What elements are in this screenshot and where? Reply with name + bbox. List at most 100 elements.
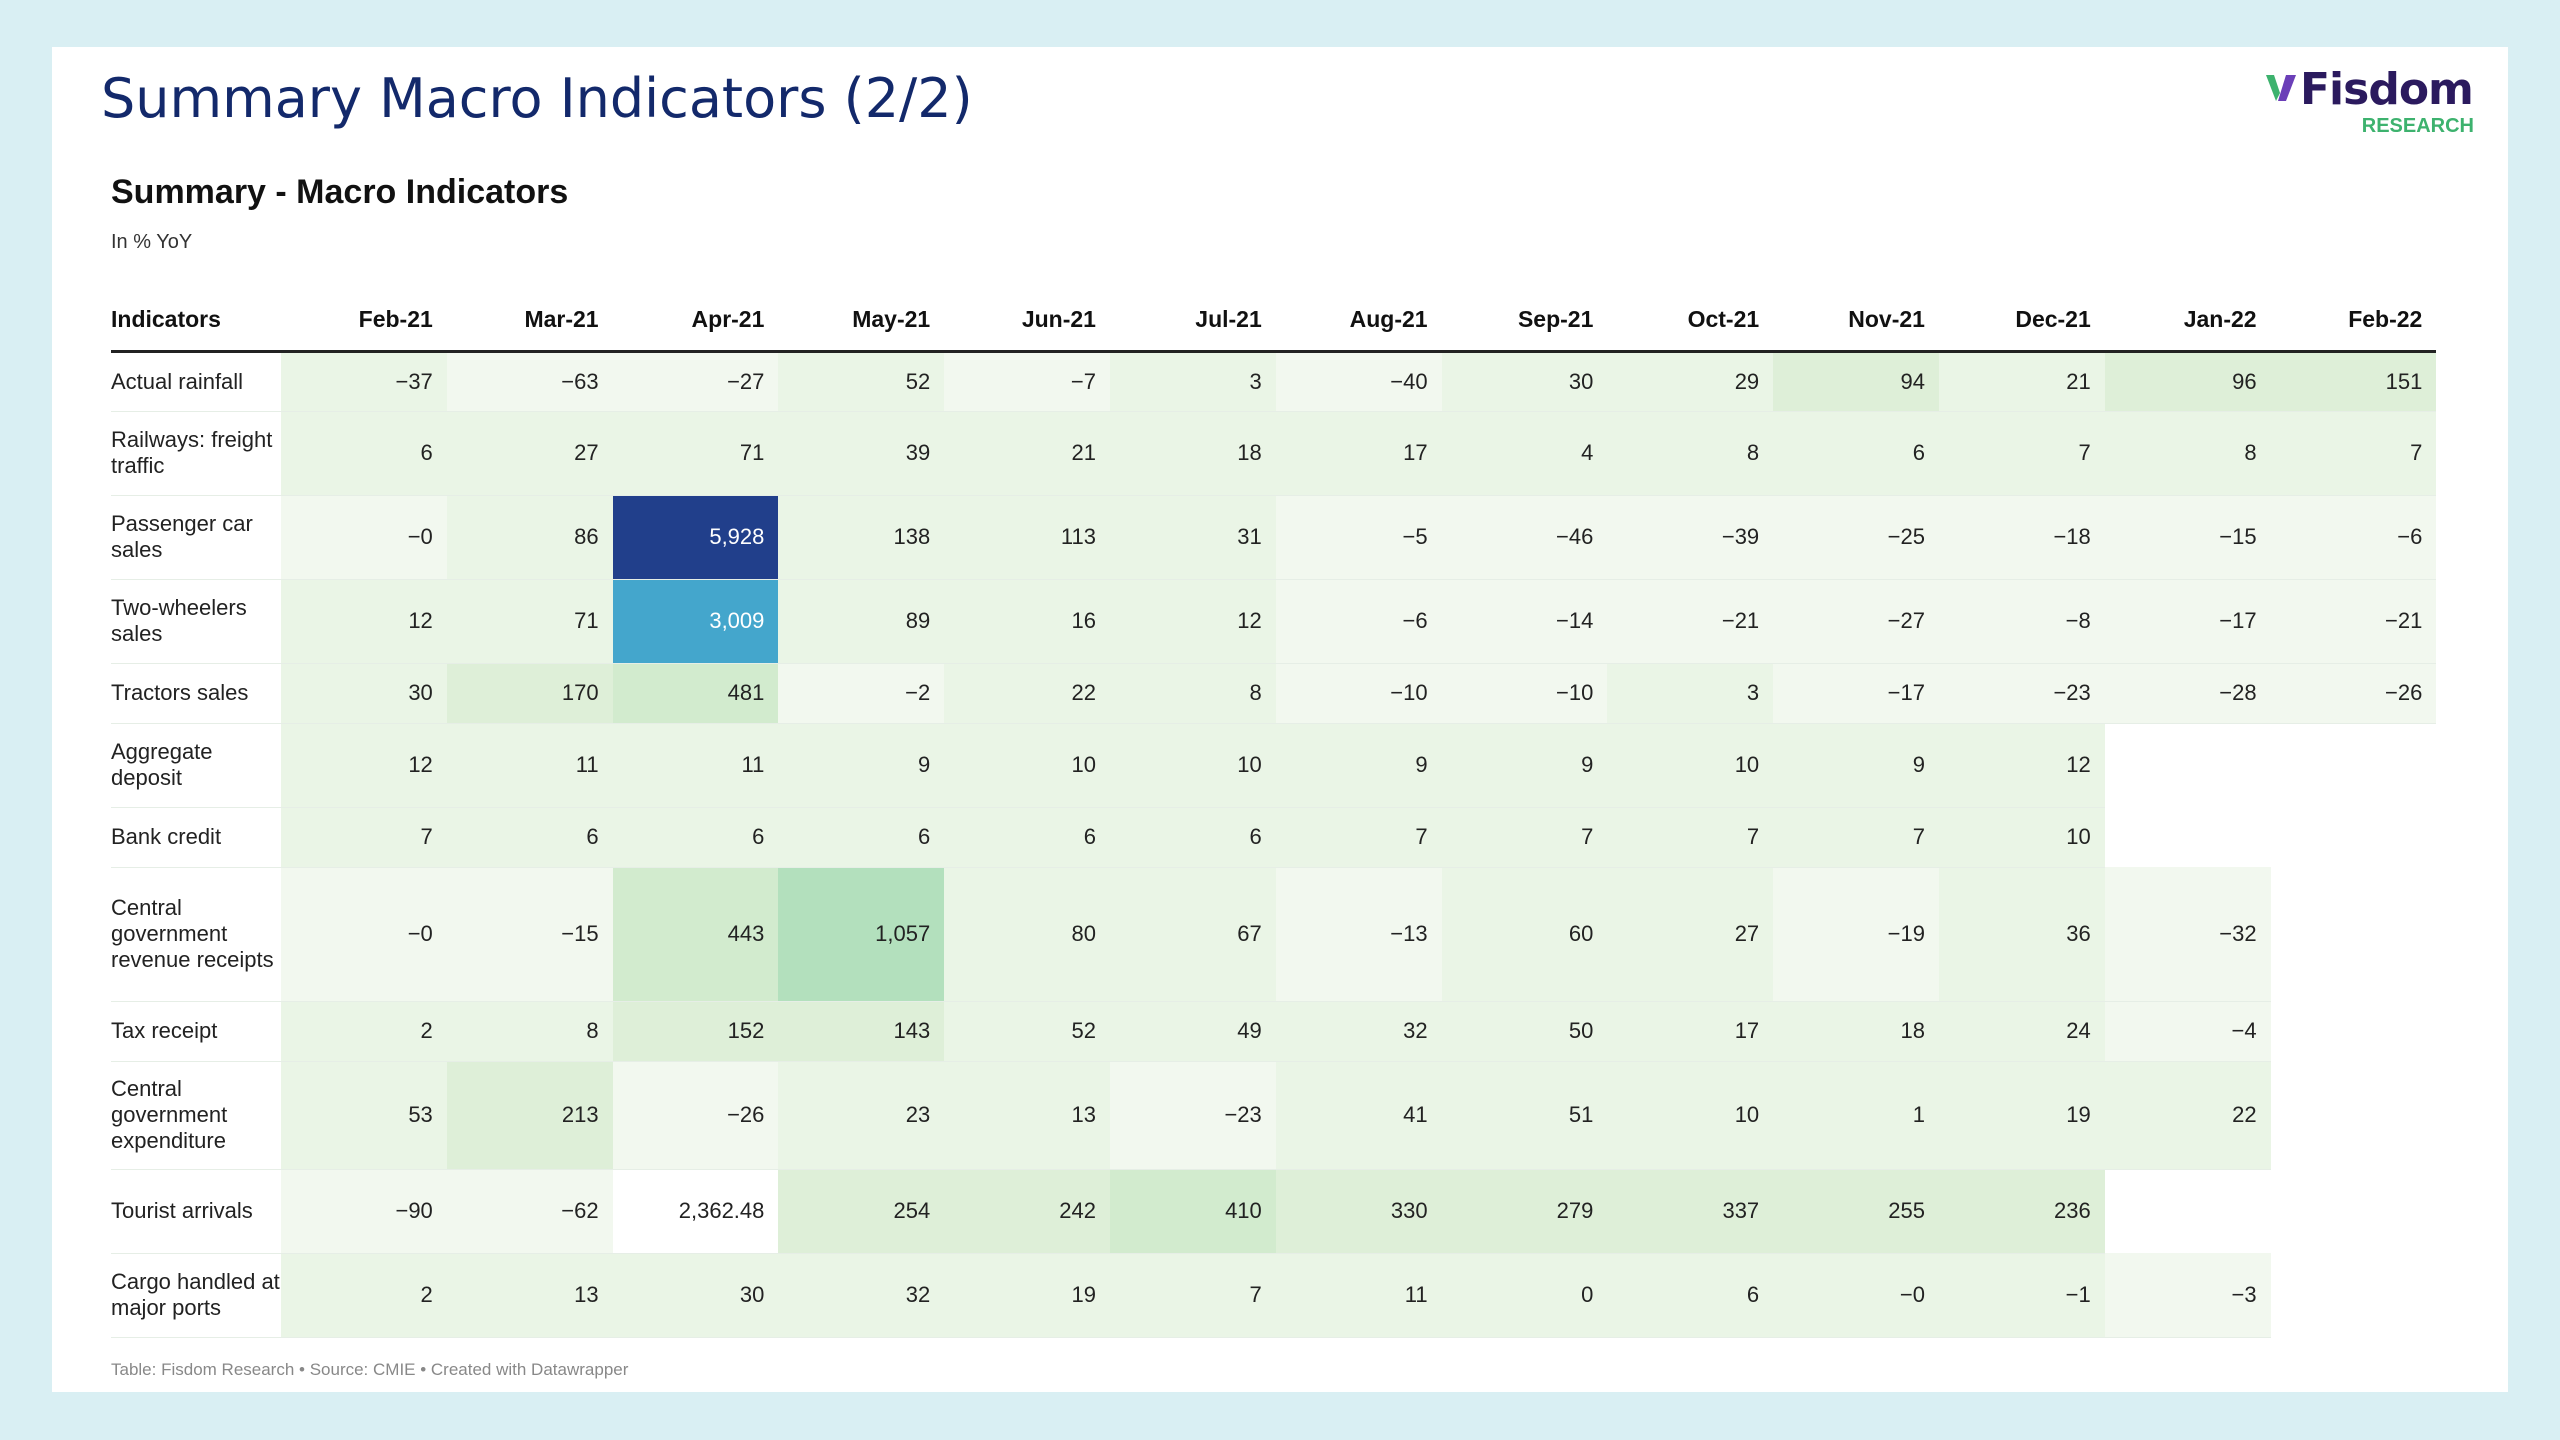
table-cell: 11 [612,723,779,808]
table-cell: 9 [1275,723,1442,808]
table-cell: 17 [1607,1001,1774,1062]
logo-name: Fisdom [2300,64,2474,115]
table-cell: 16 [944,579,1110,664]
table-cell: 9 [778,723,945,808]
slide: Summary Macro Indicators (2/2) Fisdom RE… [52,47,2508,1392]
table-cell: 30 [1441,351,1608,412]
table-cell: −0 [281,495,447,580]
table-row: Central government expenditure 53 213 −26 23… [111,1061,2436,1170]
table-cell: −4 [2104,1001,2271,1062]
table-cell [2105,1169,2271,1253]
fisdom-logo-icon [2266,75,2296,101]
table-footer: Table: Fisdom Research • Source: CMIE • … [111,1360,629,1379]
table-cell: 24 [1938,1001,2105,1062]
table-cell: 151 [2270,351,2437,412]
table-cell [2105,807,2271,867]
table-cell: −23 [1109,1061,1276,1170]
table-cell: 12 [281,723,447,808]
table-cell: 1 [1773,1061,1939,1170]
table-subtitle: In % YoY [111,231,193,253]
table-cell: −32 [2104,867,2271,1002]
table-cell: 7 [1441,807,1608,868]
table-row: Passenger car sales −0 86 5,928 138 113 31 −5 −4… [111,495,2437,580]
table-cell: 39 [778,411,945,496]
table-cell: 8 [2104,411,2271,496]
table-row: Railways: freight traffic 6 27 71 39 21 18 17 4 8… [111,411,2437,496]
indicators-table: Indicators Feb-21 Mar-21 Apr-21 May-21 Jun-2… [111,289,2437,1338]
column-header-jul-21: Jul-21 [1109,289,1276,353]
table-cell: −10 [1441,663,1608,724]
table-cell: 113 [944,495,1110,580]
row-label: Central government revenue receipts [111,867,281,1002]
column-header-may-21: May-21 [778,289,945,353]
table-cell: 71 [446,579,613,664]
table-cell: 30 [281,663,447,724]
table-cell: 6 [944,807,1110,868]
slide-title: Summary Macro Indicators (2/2) [101,67,973,130]
table-cell: −14 [1441,579,1608,664]
table-cell: −6 [2270,495,2437,580]
table-cell: 6 [1607,1253,1774,1338]
table-cell: 67 [1109,867,1276,1002]
column-header-jun-21: Jun-21 [944,289,1110,353]
column-header-dec-21: Dec-21 [1938,289,2105,353]
table-cell: −5 [1275,495,1442,580]
table-cell: 3,009 [612,579,779,664]
table-cell: 32 [778,1253,945,1338]
table-cell: 7 [1938,411,2105,496]
row-label: Railways: freight traffic [111,411,281,496]
table-cell: 13 [944,1061,1110,1170]
table-cell: 2 [281,1253,447,1338]
table-cell: 31 [1109,495,1276,580]
table-cell: −26 [2270,663,2437,724]
table-cell: −27 [612,351,779,412]
table-cell: −19 [1773,867,1939,1002]
table-cell [2271,723,2437,807]
table-cell: 13 [446,1253,613,1338]
row-label: Tax receipt [111,1001,281,1062]
column-header-sep-21: Sep-21 [1441,289,1608,353]
column-header-feb-22: Feb-22 [2270,289,2437,353]
table-cell [2271,1253,2437,1337]
table-cell: 11 [446,723,613,808]
column-header-mar-21: Mar-21 [446,289,613,353]
table-cell: 7 [2270,411,2437,496]
table-cell: 6 [1109,807,1276,868]
table-cell [2105,723,2271,807]
table-cell: 6 [612,807,779,868]
table-cell: 410 [1109,1169,1276,1254]
table-cell: 29 [1607,351,1774,412]
table-cell [2271,867,2437,1001]
table-cell: 17 [1275,411,1442,496]
table-cell: 52 [944,1001,1110,1062]
table-cell: 9 [1441,723,1608,808]
table-cell: 254 [778,1169,945,1254]
table-cell: 60 [1441,867,1608,1002]
table-cell: −21 [1607,579,1774,664]
table-cell: 6 [1773,411,1939,496]
column-header-aug-21: Aug-21 [1275,289,1442,353]
column-header-apr-21: Apr-21 [612,289,779,353]
table-body: Actual rainfall −37 −63 −27 52 −7 3 −40 30 29 94 21… [111,351,2437,1338]
table-cell: 22 [944,663,1110,724]
table-cell: −2 [778,663,945,724]
table-row: Tractors sales 30 170 481 −2 22 8 −10 −10 3 −17 −23… [111,663,2437,724]
table-cell: 6 [778,807,945,868]
row-label: Tractors sales [111,663,281,724]
table-cell: 12 [1938,723,2105,808]
table-cell: 80 [944,867,1110,1002]
fisdom-logo: Fisdom RESEARCH [2264,65,2474,139]
table-row: Central government revenue receipts −0 −15… [111,867,2437,1002]
table-cell: 19 [1938,1061,2105,1170]
table-cell: −46 [1441,495,1608,580]
table-cell: −63 [446,351,613,412]
table-cell: 443 [612,867,779,1002]
datawrapper-table: Summary - Macro Indicators In % YoY Indi… [111,167,2437,1338]
table-cell: −6 [1275,579,1442,664]
table-cell: −15 [446,867,613,1002]
table-cell: 152 [612,1001,779,1062]
column-header-oct-21: Oct-21 [1607,289,1774,353]
table-cell: 51 [1441,1061,1608,1170]
table-row: Two-wheelers sales 12 71 3,009 89 16 12 −6 −14 −2… [111,579,2437,664]
table-cell: 8 [1607,411,1774,496]
